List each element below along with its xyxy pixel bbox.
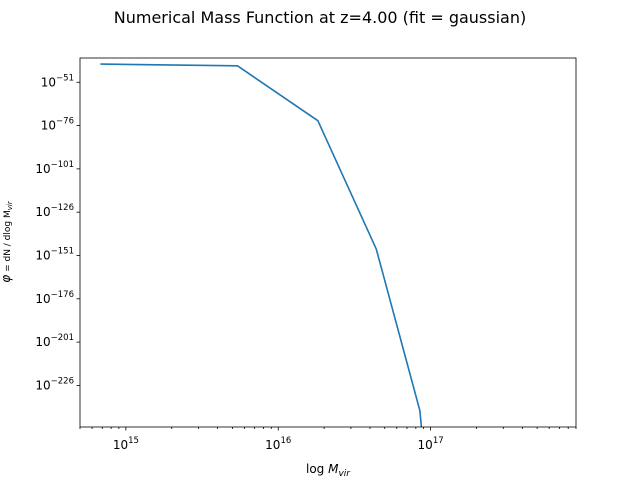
- y-tick-label: 10−226: [35, 376, 74, 392]
- x-axis-ticks: 1015 1016 1017: [79, 427, 577, 452]
- series-line-0: [100, 63, 423, 428]
- x-tick-label: 1016: [265, 436, 291, 452]
- y-tick-label: 10−176: [35, 290, 74, 306]
- x-tick-label: 1015: [113, 436, 139, 452]
- axes-frame: [79, 57, 577, 428]
- y-tick-label: 10−126: [35, 203, 74, 219]
- x-axis-label: log Mvir: [306, 462, 351, 479]
- y-tick-label: 10−51: [41, 73, 74, 89]
- y-tick-label: 10−201: [35, 333, 74, 349]
- y-tick-label: 10−76: [41, 117, 74, 133]
- x-tick-label: 1017: [418, 436, 444, 452]
- y-tick-label: 10−151: [35, 246, 74, 262]
- series-group: [100, 63, 423, 428]
- y-axis-label: φ = dN / dlog Mvir: [0, 200, 14, 283]
- y-tick-label: 10−101: [35, 160, 74, 176]
- y-axis-ticks: 10−51 10−76 10−101 10−126 10−151 10−176 10−201…: [35, 73, 80, 392]
- chart-title: Numerical Mass Function at z=4.00 (fit =…: [114, 8, 526, 27]
- plot-area: [79, 57, 577, 428]
